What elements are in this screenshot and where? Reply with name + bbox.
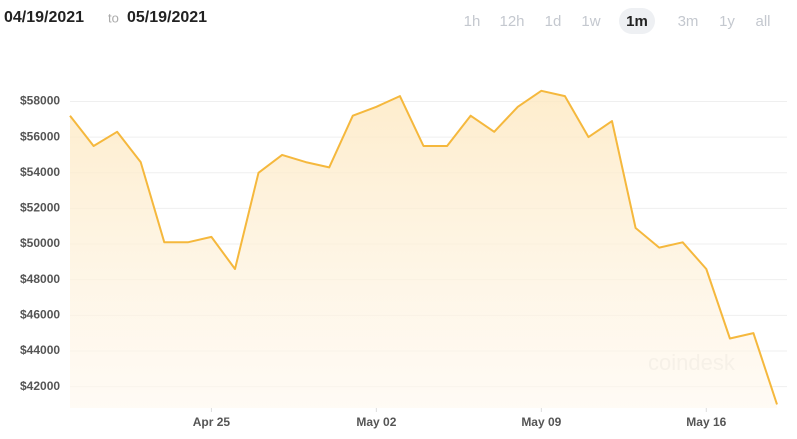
y-tick-label: $58000: [20, 94, 60, 108]
range-button[interactable]: 1d: [545, 13, 562, 30]
end-date: 05/19/2021: [127, 9, 207, 26]
range-button[interactable]: 1h: [464, 13, 481, 30]
x-tick-label: May 02: [356, 415, 396, 429]
range-button[interactable]: 1w: [581, 13, 600, 30]
y-tick-label: $56000: [20, 129, 60, 143]
selected-pill: [619, 8, 655, 34]
y-tick-label: $52000: [20, 201, 60, 215]
y-tick-label: $46000: [20, 307, 60, 321]
range-buttons: 1h 12h 1d 1w 1m 3m 1y all: [464, 8, 771, 34]
range-button[interactable]: 1y: [719, 13, 735, 30]
y-tick-label: $42000: [20, 379, 60, 393]
range-button[interactable]: all: [755, 13, 770, 30]
range-button[interactable]: 12h: [499, 13, 524, 30]
start-date: 04/19/2021: [4, 9, 84, 26]
price-line: [69, 89, 778, 405]
x-tick-label: May 16: [686, 415, 726, 429]
x-tick-label: May 09: [521, 415, 561, 429]
y-tick-label: $44000: [20, 343, 60, 357]
x-tick-label: Apr 25: [193, 415, 231, 429]
y-tick-label: $54000: [20, 165, 60, 179]
y-tick-label: $50000: [20, 236, 60, 250]
range-button[interactable]: 1m: [626, 13, 648, 30]
y-tick-label: $48000: [20, 272, 60, 286]
range-button[interactable]: 3m: [678, 13, 699, 30]
to-label: to: [108, 10, 119, 25]
area: [70, 90, 777, 409]
